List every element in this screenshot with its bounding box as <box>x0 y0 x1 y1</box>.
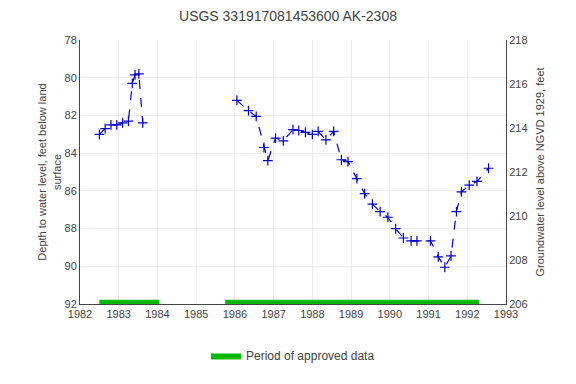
svg-text:84: 84 <box>65 147 77 159</box>
svg-text:1986: 1986 <box>223 308 247 320</box>
svg-text:1989: 1989 <box>339 308 363 320</box>
svg-text:86: 86 <box>65 185 77 197</box>
svg-text:216: 216 <box>509 78 527 90</box>
svg-text:1992: 1992 <box>455 308 479 320</box>
svg-text:1988: 1988 <box>300 308 324 320</box>
svg-text:206: 206 <box>509 298 527 310</box>
svg-text:82: 82 <box>65 109 77 121</box>
svg-text:1982: 1982 <box>68 308 92 320</box>
svg-text:78: 78 <box>65 34 77 46</box>
svg-text:88: 88 <box>65 222 77 234</box>
svg-text:Groundwater level above NGVD 1: Groundwater level above NGVD 1929, feet <box>534 67 546 276</box>
svg-text:1985: 1985 <box>184 308 208 320</box>
svg-text:1991: 1991 <box>416 308 440 320</box>
svg-text:92: 92 <box>65 298 77 310</box>
svg-text:208: 208 <box>509 254 527 266</box>
svg-text:80: 80 <box>65 72 77 84</box>
svg-text:214: 214 <box>509 122 527 134</box>
svg-text:1983: 1983 <box>106 308 130 320</box>
svg-text:USGS 331917081453600 AK-2308: USGS 331917081453600 AK-2308 <box>179 8 397 24</box>
svg-text:Period of approved data: Period of approved data <box>246 349 374 363</box>
svg-text:1990: 1990 <box>378 308 402 320</box>
svg-text:210: 210 <box>509 210 527 222</box>
svg-text:212: 212 <box>509 166 527 178</box>
svg-text:218: 218 <box>509 34 527 46</box>
svg-text:1984: 1984 <box>145 308 169 320</box>
svg-text:1993: 1993 <box>494 308 518 320</box>
svg-text:1987: 1987 <box>261 308 285 320</box>
svg-text:Depth to water level, feet bel: Depth to water level, feet below landsur… <box>36 83 62 260</box>
svg-text:90: 90 <box>65 260 77 272</box>
